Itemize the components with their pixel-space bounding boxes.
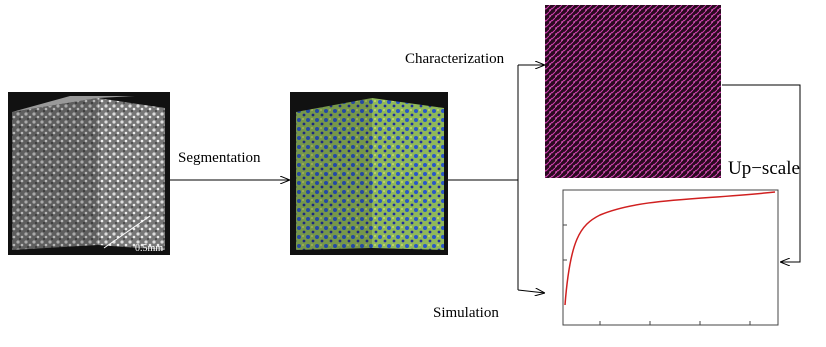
simulation-plot	[563, 190, 778, 325]
upscale-label: Up−scale	[728, 158, 800, 179]
segmented-cube	[290, 92, 448, 255]
segmentation-label: Segmentation	[178, 150, 261, 166]
diagram: 0.5mm Segmentation Characterization Up−s…	[0, 0, 826, 347]
arrow	[518, 290, 545, 293]
gray-cube: 0.5mm	[8, 92, 170, 255]
characterization-label: Characterization	[405, 51, 505, 67]
simulation-label: Simulation	[433, 305, 499, 321]
scale-label: 0.5mm	[135, 243, 163, 254]
pore-network-image	[545, 5, 721, 178]
